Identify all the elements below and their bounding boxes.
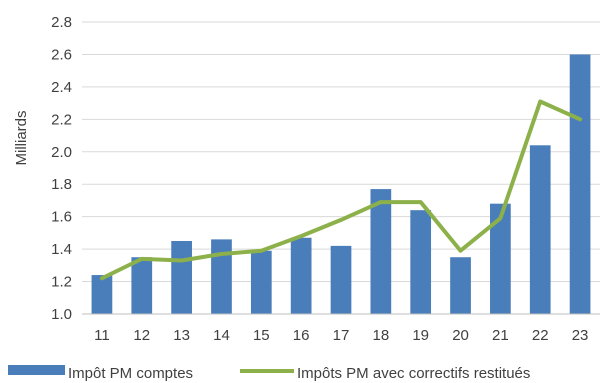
x-tick-label: 17 <box>333 327 350 344</box>
line-point <box>578 117 582 121</box>
y-tick-label: 2.0 <box>51 144 72 161</box>
x-tick-label: 13 <box>173 327 190 344</box>
y-tick-label: 2.6 <box>51 46 72 63</box>
y-tick-label: 2.2 <box>51 111 72 128</box>
x-tick-label: 16 <box>293 327 310 344</box>
line-point <box>140 257 144 261</box>
x-tick-label: 23 <box>572 327 589 344</box>
x-tick-label: 19 <box>412 327 429 344</box>
x-tick-label: 20 <box>452 327 469 344</box>
line-point <box>379 200 383 204</box>
bar-impot-pm-comptes <box>490 203 511 314</box>
x-tick-label: 22 <box>532 327 549 344</box>
bar-impot-pm-comptes <box>211 239 232 314</box>
bar-impot-pm-comptes <box>410 210 432 314</box>
line-point <box>498 216 502 220</box>
legend-label-line: Impôts PM avec correctifs restitués <box>297 365 530 382</box>
bar-impot-pm-comptes <box>171 241 192 314</box>
y-tick-label: 1.2 <box>51 274 72 291</box>
x-tick-label: 14 <box>213 327 230 344</box>
y-tick-label: 2.4 <box>51 79 72 96</box>
line-point <box>538 99 542 103</box>
bar-impot-pm-comptes <box>290 237 312 314</box>
bar-layer <box>91 54 591 314</box>
line-point <box>299 234 303 238</box>
legend: Impôt PM comptes Impôts PM avec correctif… <box>8 365 530 382</box>
bar-impot-pm-comptes <box>250 250 272 314</box>
legend-swatch-bar <box>8 365 65 375</box>
bar-impot-pm-comptes <box>91 275 113 314</box>
axis-layer: 1.0 1.2 1.4 1.6 1.8 2.0 2.2 2.4 2.6 2.8 11 12 13 14 15… <box>51 14 600 344</box>
bar-impot-pm-comptes <box>450 257 471 314</box>
x-tick-label: 21 <box>492 327 509 344</box>
line-layer <box>99 99 583 281</box>
x-tick-label: 12 <box>133 327 150 344</box>
x-tick-label: 15 <box>253 327 270 344</box>
legend-label-bar: Impôt PM comptes <box>68 365 193 382</box>
line-point <box>339 218 343 222</box>
line-point <box>100 276 104 280</box>
line-point <box>259 249 263 253</box>
bar-impot-pm-comptes <box>131 257 153 314</box>
bar-impot-pm-comptes <box>370 189 392 314</box>
grid-layer <box>82 21 600 283</box>
y-tick-label: 2.8 <box>51 14 72 31</box>
bar-impot-pm-comptes <box>330 245 352 314</box>
y-axis-label: Milliards <box>13 110 30 165</box>
line-point <box>419 200 423 204</box>
line-point <box>219 252 223 256</box>
y-tick-label: 1.4 <box>51 241 72 258</box>
x-tick-label: 18 <box>373 327 390 344</box>
bar-impot-pm-comptes <box>529 145 551 314</box>
y-tick-label: 1.6 <box>51 209 72 226</box>
x-tick-label: 11 <box>94 327 110 344</box>
line-point <box>459 249 463 253</box>
y-tick-label: 1.8 <box>51 176 72 193</box>
bar-impot-pm-comptes <box>569 54 591 314</box>
line-point <box>180 258 184 262</box>
y-tick-label: 1.0 <box>51 306 72 323</box>
